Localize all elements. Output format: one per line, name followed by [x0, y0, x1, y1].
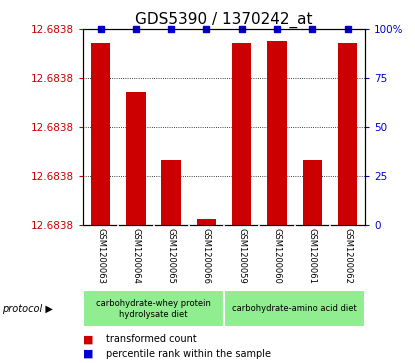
Bar [83, 290, 224, 327]
Text: percentile rank within the sample: percentile rank within the sample [106, 349, 271, 359]
Text: carbohydrate-whey protein
hydrolysate diet: carbohydrate-whey protein hydrolysate di… [96, 298, 211, 319]
Bar [338, 43, 357, 225]
Bar [126, 92, 146, 225]
Bar [303, 160, 322, 225]
Bar [224, 290, 365, 327]
Text: GSM1200059: GSM1200059 [237, 228, 246, 284]
Text: GSM1200061: GSM1200061 [308, 228, 317, 284]
Text: GSM1200060: GSM1200060 [273, 228, 281, 284]
Bar [161, 160, 181, 225]
Text: GSM1200065: GSM1200065 [167, 228, 176, 284]
Bar [267, 41, 287, 225]
Text: GSM1200062: GSM1200062 [343, 228, 352, 284]
Bar [197, 219, 216, 225]
Text: transformed count: transformed count [106, 334, 197, 344]
Text: ■: ■ [83, 334, 93, 344]
Text: GSM1200064: GSM1200064 [132, 228, 140, 284]
Text: protocol ▶: protocol ▶ [2, 303, 53, 314]
Title: GDS5390 / 1370242_at: GDS5390 / 1370242_at [135, 12, 313, 28]
Text: GSM1200063: GSM1200063 [96, 228, 105, 284]
Bar [232, 43, 251, 225]
Bar [91, 43, 110, 225]
Text: carbohydrate-amino acid diet: carbohydrate-amino acid diet [232, 304, 357, 313]
Text: ■: ■ [83, 349, 93, 359]
Text: GSM1200066: GSM1200066 [202, 228, 211, 284]
